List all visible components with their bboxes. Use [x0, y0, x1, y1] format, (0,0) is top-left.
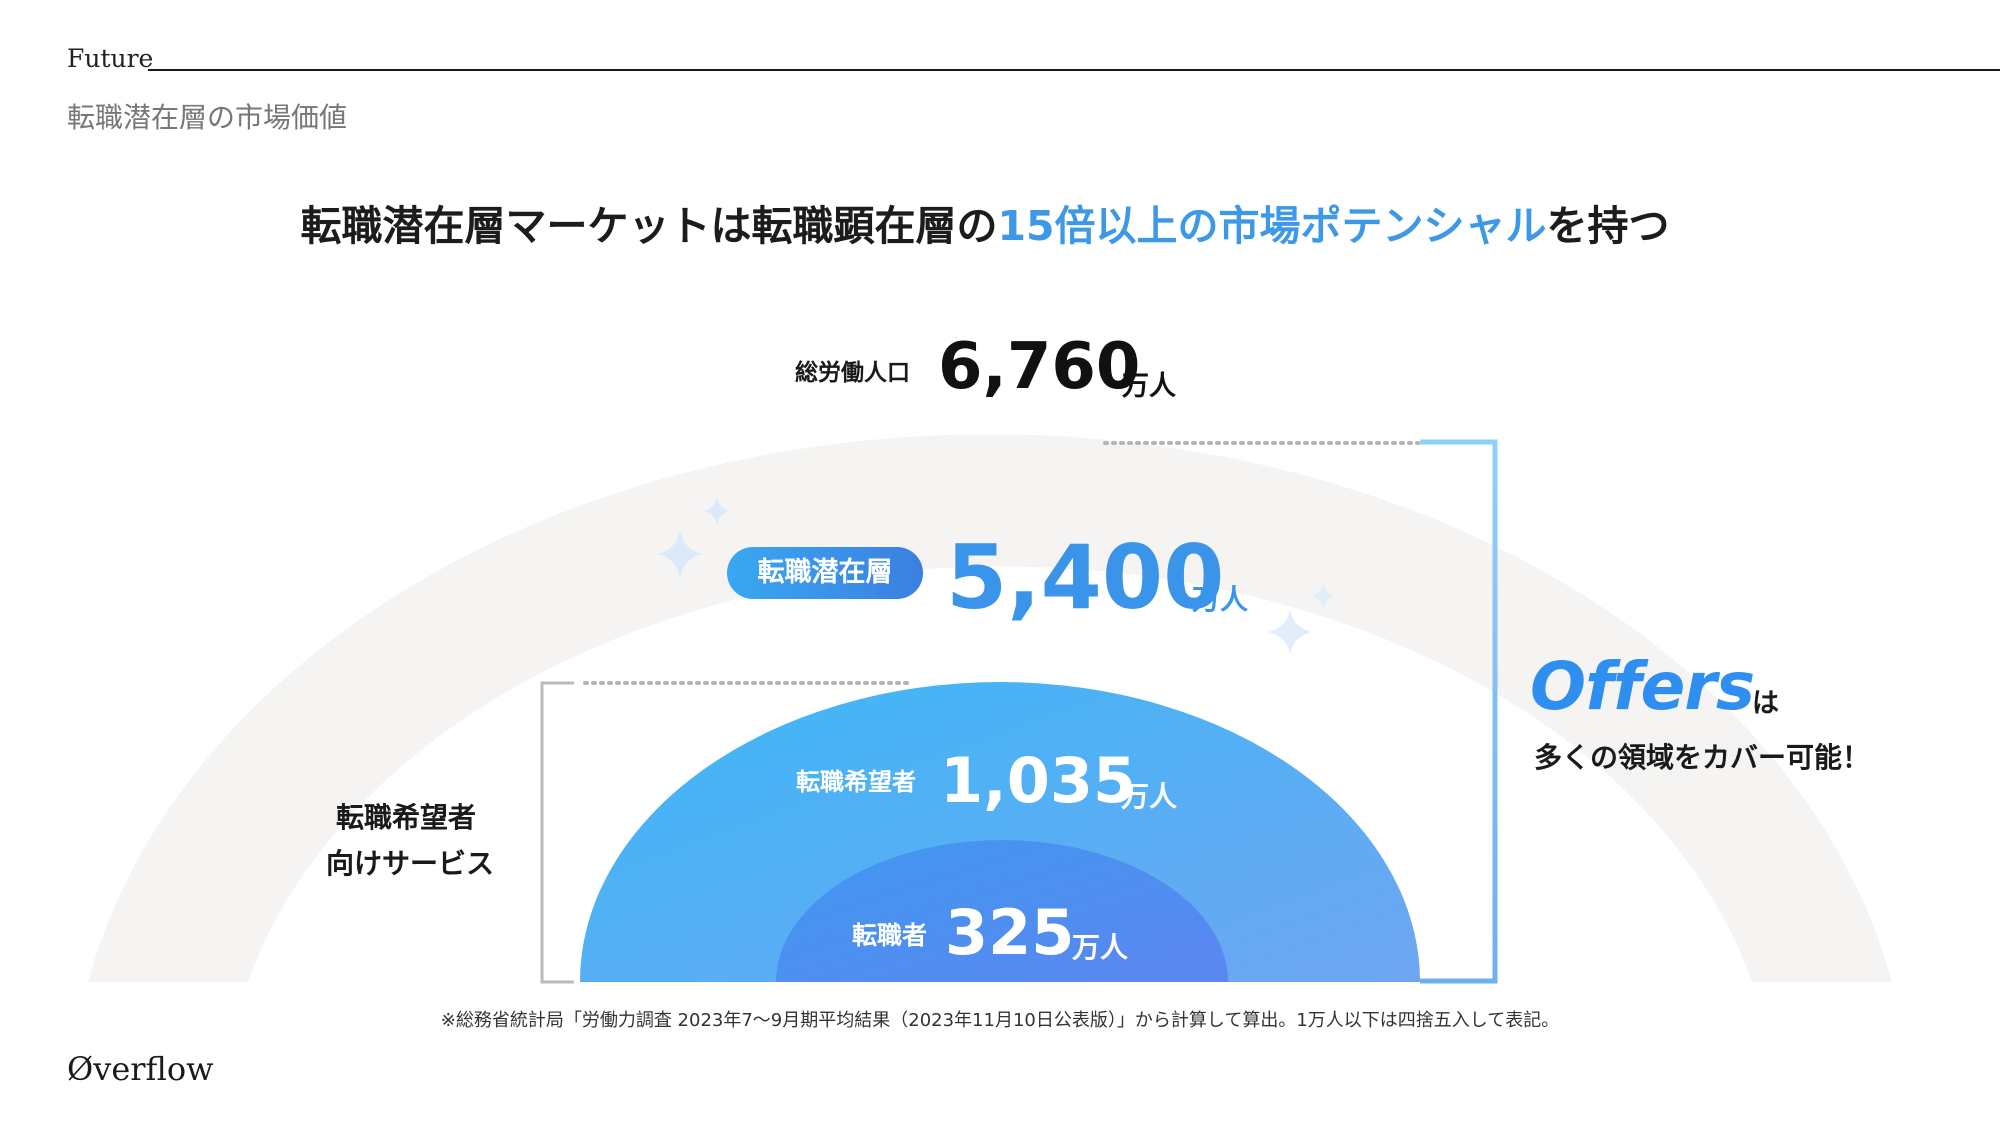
service-bracket	[540, 681, 574, 984]
headline-highlight: 15倍以上の市場ポテンシャル	[997, 202, 1547, 250]
changers-unit: 万人	[1072, 931, 1129, 964]
sparkle-small-left	[703, 497, 731, 525]
service-label-line1: 転職希望者	[336, 801, 477, 834]
offers-caption: 多くの領域をカバー可能！	[1534, 741, 1871, 774]
offers-particle: は	[1752, 688, 1779, 719]
outer-band-arch	[88, 434, 1892, 983]
changers-value: 325	[945, 896, 1075, 969]
footnote: ※総務省統計局「労働力調査 2023年7〜9月期平均結果（2023年11月10日…	[440, 1010, 1560, 1031]
header-rule	[148, 69, 2000, 71]
offers-bracket	[1420, 439, 1498, 984]
hopeful-label: 転職希望者	[796, 768, 916, 796]
changers-label: 転職者	[852, 921, 928, 950]
hopeful-value: 1,035	[940, 744, 1137, 817]
service-label-line2: 向けサービス	[326, 847, 495, 880]
section-label: Future	[67, 44, 154, 73]
latent-value: 5,400	[946, 526, 1225, 629]
brand-logo: Øverflow	[67, 1050, 214, 1088]
total-workforce-unit: 万人	[1122, 371, 1176, 402]
latent-label-pill: 転職潜在層	[727, 547, 923, 599]
latent-unit: 万人	[1192, 583, 1249, 616]
sparkle-small-right	[1310, 583, 1336, 609]
sparkle-large-right	[1268, 610, 1312, 654]
total-workforce-value: 6,760	[938, 330, 1141, 404]
total-workforce-label: 総労働人口	[795, 360, 910, 386]
offers-logo: Offers	[1530, 648, 1755, 725]
headline-lead: 転職潜在層マーケットは転職顕在層の	[300, 202, 998, 250]
changers-arch	[776, 840, 1228, 982]
slide-subtitle: 転職潜在層の市場価値	[67, 101, 348, 134]
headline: 転職潜在層マーケットは転職顕在層の15倍以上の市場ポテンシャルを持つ	[0, 192, 1970, 252]
headline-tail: を持つ	[1546, 202, 1670, 250]
sparkle-large-left	[658, 530, 702, 578]
hopeful-arch	[580, 682, 1420, 982]
hopeful-unit: 万人	[1121, 780, 1178, 813]
